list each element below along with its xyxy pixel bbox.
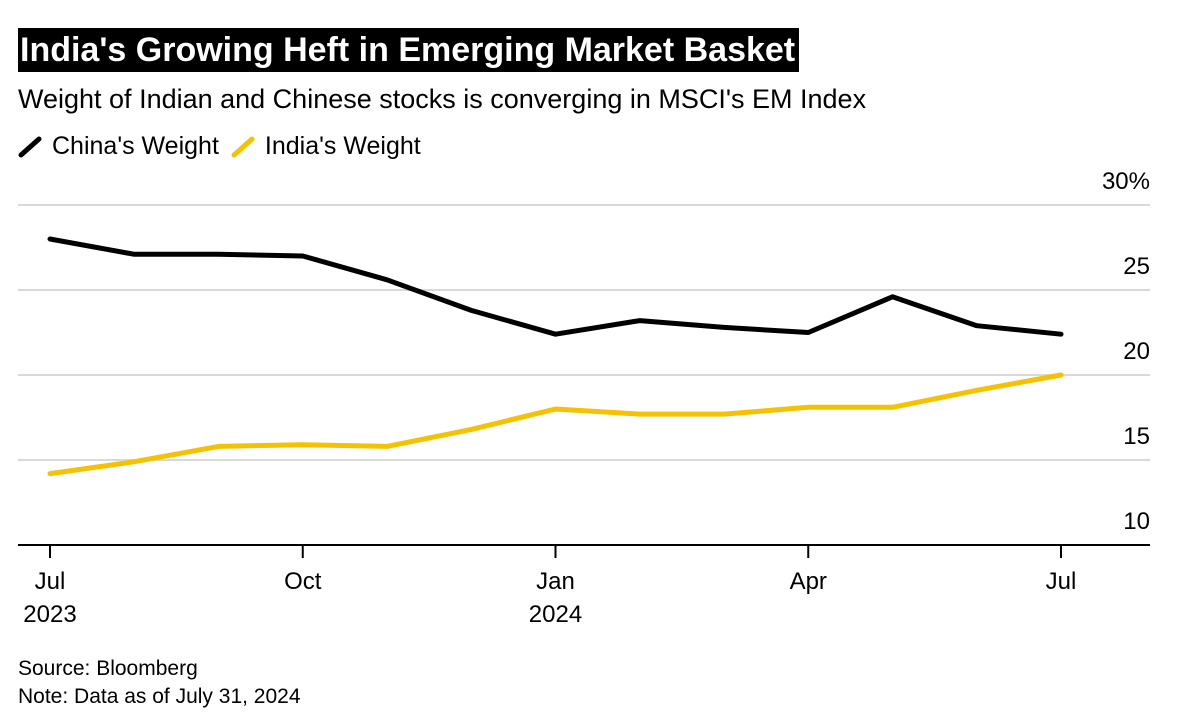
- legend-label-china: China's Weight: [52, 132, 219, 160]
- legend-label-india: India's Weight: [264, 132, 421, 160]
- series-line-china: [47, 236, 1064, 337]
- x-tick-label: Jul: [1046, 568, 1077, 595]
- legend-item-china: China's Weight: [18, 130, 219, 162]
- y-tick-label: 10: [1123, 508, 1150, 535]
- x-tick-label: Jan: [536, 568, 575, 595]
- source-note: Source: Bloomberg: [18, 657, 198, 680]
- x-tick-sublabel: 2023: [23, 601, 76, 628]
- x-tick-label: Jul: [35, 568, 66, 595]
- series-line-india: [47, 372, 1064, 477]
- legend: China's Weight India's Weight: [18, 130, 433, 162]
- data-note: Note: Data as of July 31, 2024: [18, 685, 301, 708]
- y-tick-label: 25: [1123, 253, 1150, 280]
- chart-subtitle: Weight of Indian and Chinese stocks is c…: [18, 84, 867, 114]
- y-tick-label: 20: [1123, 338, 1150, 365]
- x-tick-label: Apr: [790, 568, 827, 595]
- x-tick-sublabel: 2024: [529, 601, 582, 628]
- legend-swatch-india-icon: [231, 136, 255, 158]
- x-tick-label: Oct: [284, 568, 322, 595]
- chart-title: India's Growing Heft in Emerging Market …: [18, 28, 800, 72]
- y-tick-label: 15: [1123, 423, 1150, 450]
- legend-item-india: India's Weight: [231, 130, 421, 162]
- y-tick-label: 30%: [1102, 168, 1150, 195]
- legend-swatch-china-icon: [18, 136, 42, 158]
